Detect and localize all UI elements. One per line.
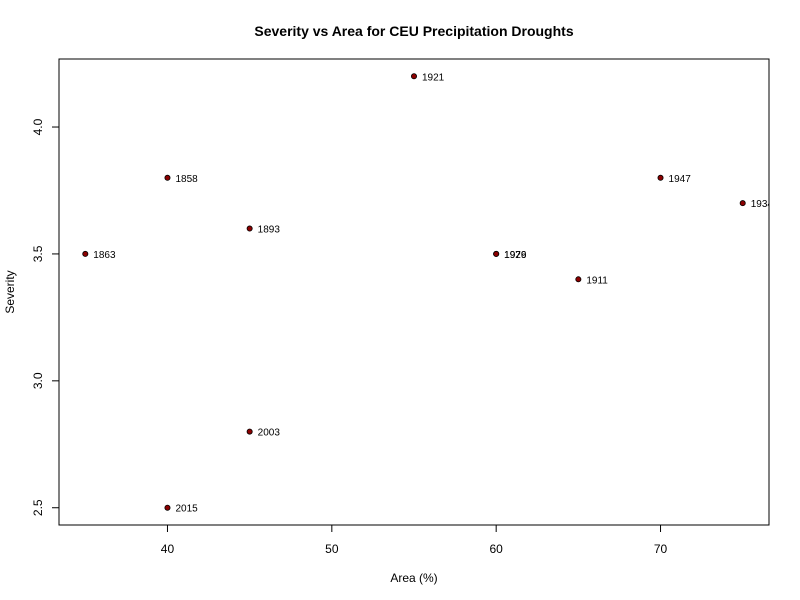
y-axis: 2.5 3.0 3.5 4.0 bbox=[31, 118, 60, 516]
point-label: 1911 bbox=[586, 275, 608, 286]
plot-frame bbox=[58, 58, 770, 526]
data-point bbox=[82, 250, 89, 257]
point-label: 1934 bbox=[751, 199, 774, 210]
y-axis-label: Severity bbox=[3, 270, 17, 313]
x-tick-label: 40 bbox=[161, 542, 175, 556]
y-tick-label: 4.0 bbox=[31, 118, 45, 135]
x-axis: 40 50 60 70 bbox=[161, 524, 668, 556]
data-point bbox=[410, 73, 417, 80]
data-point bbox=[657, 174, 664, 181]
y-tick-label: 3.5 bbox=[31, 245, 45, 262]
x-tick-label: 50 bbox=[325, 542, 339, 556]
data-point bbox=[575, 276, 582, 283]
point-label: 1893 bbox=[258, 225, 281, 236]
point-label: 1929 bbox=[504, 250, 527, 261]
data-point bbox=[246, 428, 253, 435]
point-label: 1863 bbox=[93, 250, 116, 261]
point-label: 2003 bbox=[258, 428, 281, 439]
data-point bbox=[164, 174, 171, 181]
x-tick-label: 60 bbox=[489, 542, 503, 556]
y-tick-label: 3.0 bbox=[31, 372, 45, 389]
y-tick-label: 2.5 bbox=[31, 499, 45, 516]
x-axis-label: Area (%) bbox=[390, 571, 437, 585]
data-point bbox=[739, 200, 746, 207]
data-point bbox=[493, 250, 500, 257]
point-label: 1947 bbox=[669, 174, 692, 185]
x-tick-label: 70 bbox=[654, 542, 668, 556]
point-label: 1921 bbox=[422, 72, 445, 83]
point-label: 1858 bbox=[175, 174, 198, 185]
chart-title: Severity vs Area for CEU Precipitation D… bbox=[254, 23, 573, 39]
data-point bbox=[164, 504, 171, 511]
point-label: 1976 bbox=[504, 250, 527, 261]
point-label: 2015 bbox=[175, 504, 198, 515]
data-point bbox=[246, 225, 253, 232]
